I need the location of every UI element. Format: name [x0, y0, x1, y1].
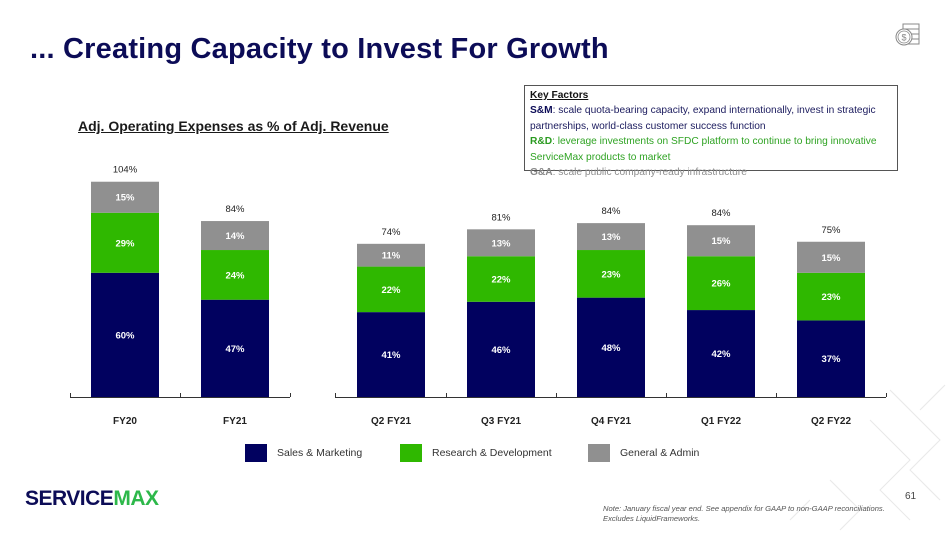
x-tick-label: Q3 FY21: [481, 416, 521, 427]
page-title: ... Creating Capacity to Invest For Grow…: [30, 33, 609, 65]
bar-segment-sales-marketing: [357, 312, 425, 397]
data-label: 47%: [225, 344, 245, 355]
bar-segment-research-development: [467, 256, 535, 302]
key-factor-sm: S&M: scale quota-bearing capacity, expan…: [530, 103, 892, 134]
data-label: 13%: [601, 232, 621, 243]
data-label: 13%: [491, 238, 511, 249]
bar-segment-research-development: [577, 250, 645, 298]
bar-segment-general-admin: [797, 241, 865, 273]
key-factor-rd-label: R&D: [530, 136, 553, 148]
x-tick-label: Q1 FY22: [701, 416, 741, 427]
x-tick-label: Q2 FY21: [371, 416, 411, 427]
key-factor-ga-label: G&A: [530, 167, 553, 179]
key-factor-rd-text: : leverage investments on SFDC platform …: [530, 136, 877, 163]
bar-segment-general-admin: [91, 181, 159, 213]
key-factors-box: Key Factors S&M: scale quota-bearing cap…: [524, 85, 898, 178]
bar-segment-general-admin: [577, 223, 645, 251]
data-label: 60%: [115, 330, 135, 341]
bar-segment-research-development: [91, 212, 159, 273]
bar-segment-sales-marketing: [797, 320, 865, 397]
logo-part-service: SERVICE: [25, 487, 114, 510]
legend-item-general-admin: General & Admin: [588, 444, 699, 462]
data-label: 15%: [711, 236, 731, 247]
legend-item-sales-marketing: Sales & Marketing: [245, 444, 362, 462]
legend-label: Research & Development: [432, 447, 552, 459]
data-label: 15%: [821, 253, 841, 264]
legend-swatch-sales-marketing: [245, 444, 267, 462]
data-label: 15%: [115, 193, 135, 204]
footnote-line: Excludes LiquidFrameworks.: [603, 514, 701, 523]
svg-text:$: $: [901, 33, 906, 43]
total-label: 104%: [113, 165, 138, 176]
bar-segment-research-development: [357, 266, 425, 313]
key-factor-rd: R&D: leverage investments on SFDC platfo…: [530, 134, 892, 165]
total-label: 84%: [601, 206, 621, 217]
dollar-coins-stack-icon: $: [895, 23, 920, 46]
legend-item-research-development: Research & Development: [400, 444, 552, 462]
footnote-line: Note: January fiscal year end. See appen…: [603, 504, 885, 513]
chart-title: Adj. Operating Expenses as % of Adj. Rev…: [78, 118, 389, 134]
bar-segment-sales-marketing: [91, 272, 159, 397]
page-number: 61: [905, 491, 917, 502]
legend-swatch-research-development: [400, 444, 422, 462]
data-label: 23%: [601, 269, 621, 280]
logo-part-max: MAX: [113, 487, 159, 510]
data-label: 42%: [711, 349, 731, 360]
key-factor-sm-label: S&M: [530, 105, 553, 117]
data-label: 48%: [601, 343, 621, 354]
bar-segment-sales-marketing: [577, 297, 645, 397]
key-factor-sm-text: : scale quota-bearing capacity, expand i…: [530, 105, 876, 132]
data-label: 14%: [225, 231, 245, 242]
data-label: 23%: [821, 292, 841, 303]
data-label: 29%: [115, 238, 135, 249]
bar-segment-general-admin: [201, 221, 269, 251]
bar-segment-research-development: [201, 250, 269, 300]
bar-segment-sales-marketing: [201, 299, 269, 397]
x-tick-label: Q4 FY21: [591, 416, 631, 427]
x-tick-label: FY20: [113, 416, 137, 427]
total-label: 81%: [491, 212, 511, 223]
data-label: 37%: [821, 354, 841, 365]
bar-segment-research-development: [797, 272, 865, 321]
bar-segment-sales-marketing: [467, 301, 535, 397]
data-label: 26%: [711, 279, 731, 290]
x-tick-label: FY21: [223, 416, 247, 427]
total-label: 74%: [381, 227, 401, 238]
data-label: 11%: [382, 251, 401, 262]
total-label: 75%: [821, 225, 841, 236]
data-label: 41%: [381, 350, 401, 361]
decorative-pattern: [789, 384, 946, 531]
legend-label: Sales & Marketing: [277, 447, 363, 459]
key-factor-ga: G&A: scale public company-ready infrastr…: [530, 165, 892, 180]
data-label: 24%: [225, 270, 245, 281]
key-factor-ga-text: : scale public company-ready infrastruct…: [552, 167, 747, 179]
data-label: 22%: [491, 275, 511, 286]
total-label: 84%: [711, 208, 731, 219]
data-label: 46%: [491, 345, 511, 356]
bar-segment-general-admin: [467, 229, 535, 257]
bar-segment-general-admin: [687, 225, 755, 257]
data-label: 22%: [381, 285, 401, 296]
key-factors-heading: Key Factors: [530, 90, 589, 101]
legend-label: General & Admin: [620, 447, 700, 459]
bar-segment-general-admin: [357, 243, 425, 267]
servicemax-logo: SERVICEMAX: [25, 487, 159, 511]
bar-segment-sales-marketing: [687, 310, 755, 397]
footnote: Note: January fiscal year end. See appen…: [603, 504, 903, 524]
x-tick-label: Q2 FY22: [811, 416, 851, 427]
total-label: 84%: [225, 204, 245, 215]
bar-segment-research-development: [687, 256, 755, 311]
legend-swatch-general-admin: [588, 444, 610, 462]
